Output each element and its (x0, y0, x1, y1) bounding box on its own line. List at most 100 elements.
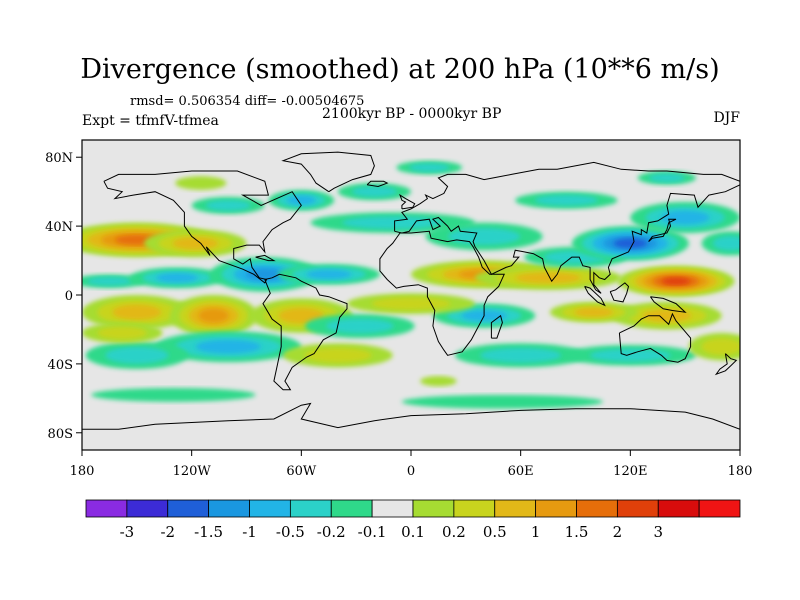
convergence-contour-24-5 (661, 277, 691, 285)
colorbar-label: 0.5 (483, 523, 507, 541)
divergence-contour-32-1 (534, 194, 598, 206)
coastline-north-america (103, 170, 302, 284)
experiment-label: Expt = tfmfV-tfmea (82, 113, 219, 129)
lat-tick-label: 40S (48, 358, 73, 373)
convergence-contour-18-0 (175, 176, 227, 190)
colorbar-swatch (616, 499, 659, 518)
colorbar-swatch (126, 499, 169, 518)
coastline-britain (399, 193, 416, 210)
colorbar-label: -2 (160, 523, 175, 541)
colorbar-swatch (412, 499, 455, 518)
colorbar-swatch (289, 499, 332, 518)
convergence-contour-22-2 (515, 272, 581, 284)
colorbar-label: -0.2 (317, 523, 346, 541)
convergence-contour-36-1 (701, 338, 740, 356)
coastline-new-zealand (714, 353, 738, 376)
convergence-contour-11-1 (304, 347, 372, 363)
divergence-contour-37-0 (91, 388, 256, 402)
divergence-contour-29-4 (613, 238, 648, 249)
divergence-contour-31-1 (712, 235, 740, 251)
coastline-new-guinea (649, 296, 687, 313)
lat-tick-label: 80S (48, 427, 73, 442)
colorbar-swatch (657, 499, 700, 518)
colorbar-label: 2 (613, 523, 623, 541)
colorbar-label: -3 (120, 523, 135, 541)
convergence-contour-1-2 (172, 237, 219, 250)
coastlines (82, 151, 740, 430)
season-label: DJF (713, 110, 740, 126)
lat-tick-label: 80N (45, 151, 73, 166)
convergence-contour-39-0 (420, 375, 457, 387)
coastline-eurasia (394, 161, 740, 294)
colorbar-label: 1 (531, 523, 541, 541)
colorbar-swatch (371, 499, 414, 518)
divergence-contour-16-1 (351, 186, 397, 197)
lon-tick-label: 180 (70, 464, 95, 479)
divergence-contour-33-1 (648, 173, 685, 183)
colorbar-label: -0.1 (358, 523, 387, 541)
coastline-sumatra (584, 285, 606, 307)
divergence-contour-19-1 (342, 216, 444, 230)
colorbar-label: -0.5 (276, 523, 305, 541)
coastline-africa (379, 230, 505, 356)
lon-tick-label: 0 (407, 464, 415, 479)
lat-tick-label: 0 (65, 289, 73, 304)
divergence-contour-5-2 (306, 269, 352, 279)
coastline-borneo (609, 282, 630, 303)
colorbar-label: -1 (242, 523, 257, 541)
colorbar-swatch (85, 499, 128, 518)
colorbar-swatch (576, 499, 618, 518)
colorbar-label: 1.5 (565, 523, 589, 541)
colorbar: -3 -2 -1.5 -1 -0.5 -0.2 -0.1 0.1 0.2 0.5 1 1.5 2 3 (85, 499, 741, 541)
coastline-antarctica (82, 402, 740, 430)
divergence-contour-38-0 (401, 394, 603, 409)
lon-tick-label: 180 (728, 464, 753, 479)
divergence-contour-34-1 (480, 347, 562, 363)
colorbar-swatch (535, 499, 577, 518)
convergence-contour-25-2 (642, 309, 692, 322)
colorbar-swatch (208, 499, 250, 518)
lon-tick-label: 60E (508, 464, 534, 479)
plot-title: Divergence (smoothed) at 200 hPa (10**6 … (80, 54, 720, 85)
colorbar-swatch (453, 499, 496, 518)
lon-tick-label: 60W (286, 464, 317, 479)
convergence-contour-8-2 (278, 308, 325, 324)
colorbar-label: 3 (653, 523, 663, 541)
convergence-contour-7-3 (198, 308, 229, 323)
period-label: 2100kyr BP - 0000kyr BP (322, 106, 502, 122)
convergence-contour-28-1 (371, 297, 451, 310)
divergence-contour-2-1 (86, 276, 132, 286)
divergence-contour-17-1 (409, 163, 450, 172)
divergence-field (82, 160, 740, 409)
divergence-contour-10-2 (195, 339, 261, 354)
convergence-contour-13-1 (97, 326, 147, 340)
divergence-contour-9-1 (326, 318, 394, 334)
coastline-cuba (255, 254, 276, 262)
colorbar-swatch (167, 499, 210, 518)
colorbar-swatch (330, 499, 373, 518)
coastline-madagascar (490, 314, 503, 339)
divergence-contour-15-1 (205, 200, 251, 211)
coastline-south-america (262, 273, 348, 391)
convergence-contour-26-2 (574, 307, 614, 317)
convergence-contour-6-2 (112, 304, 162, 320)
divergence-contour-12-1 (105, 346, 169, 364)
colorbar-label: 0.1 (401, 523, 425, 541)
lon-tick-label: 120W (173, 464, 212, 479)
colorbar-label: -1.5 (194, 523, 223, 541)
divergence-contour-14-2 (286, 195, 316, 205)
coastline-australia (618, 312, 692, 363)
coastline-greenland (281, 151, 375, 193)
colorbar-swatch (698, 499, 741, 518)
colorbar-swatch (494, 499, 537, 518)
divergence-contour-35-1 (589, 348, 671, 362)
colorbar-label: 0.2 (442, 523, 466, 541)
rmsd-diff-text: rmsd= 0.506354 diff= -0.00504675 (130, 94, 365, 109)
coastline-iceland (366, 180, 389, 188)
divergence-contour-3-2 (155, 273, 199, 283)
colorbar-swatch (249, 499, 291, 518)
divergence-contour-20-1 (448, 227, 521, 245)
lon-tick-label: 120E (613, 464, 647, 479)
lat-tick-label: 40N (45, 220, 73, 235)
